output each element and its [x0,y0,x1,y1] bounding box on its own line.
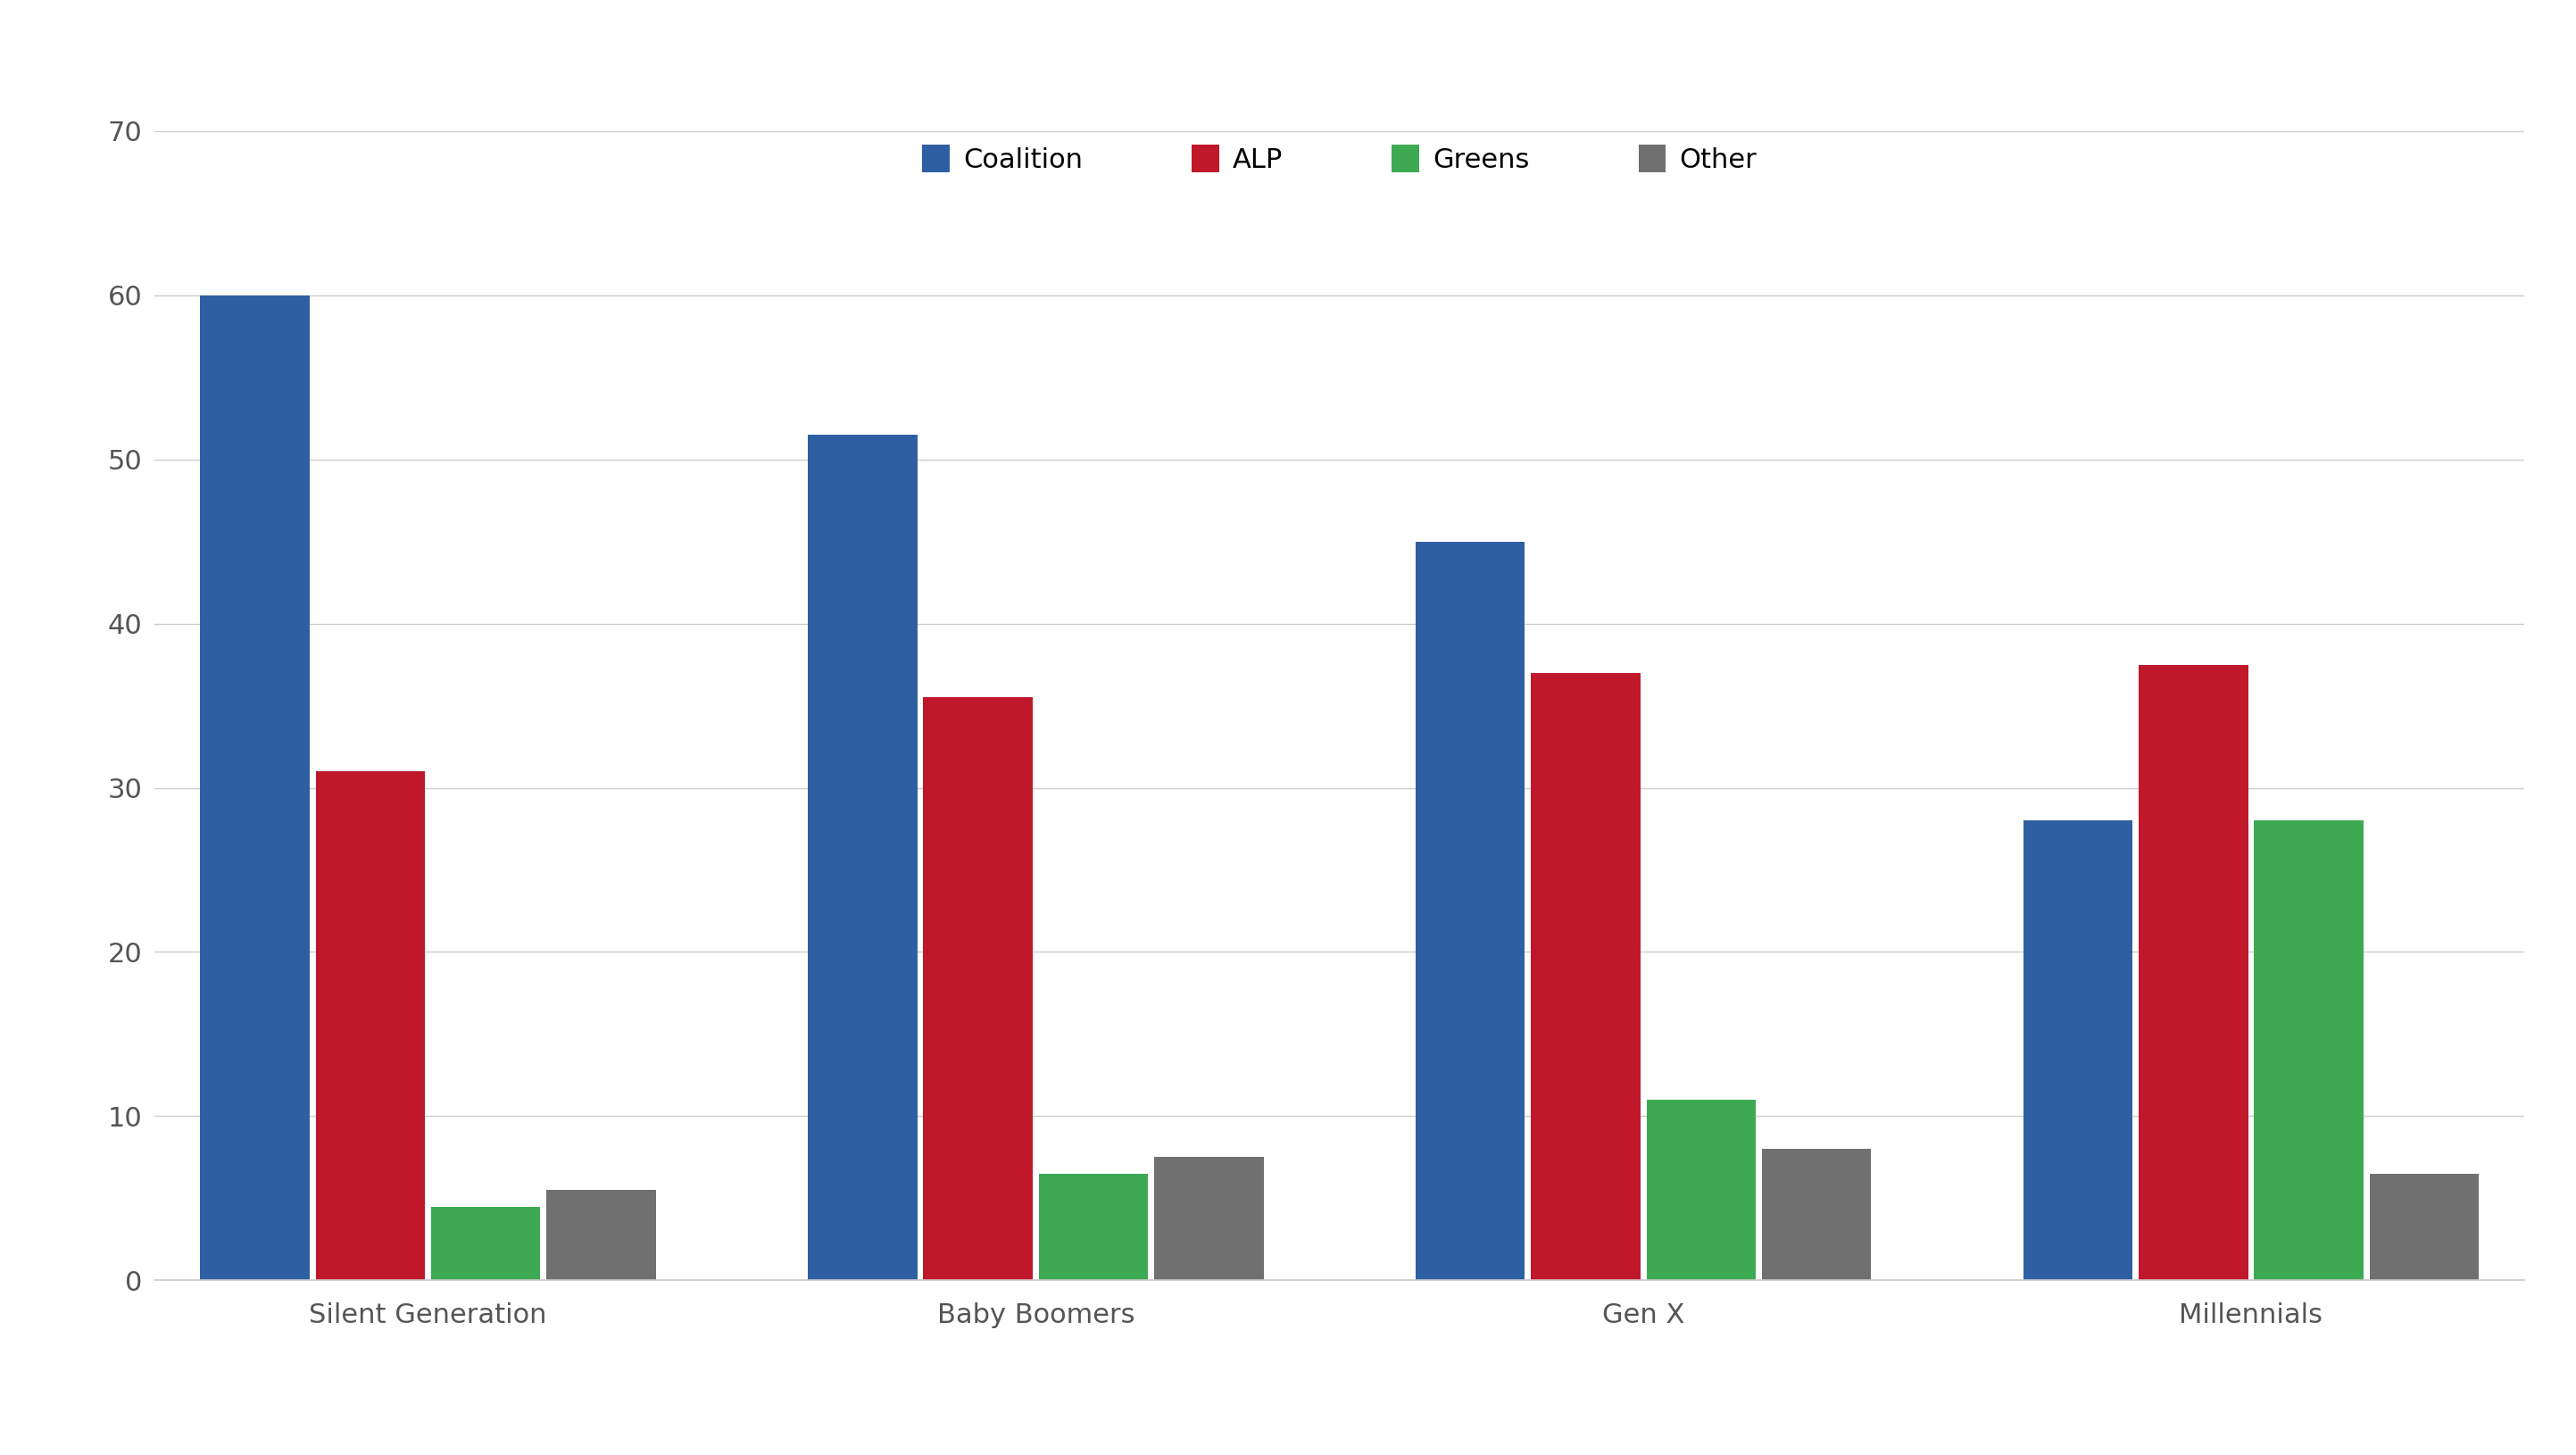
Bar [2138,665,2249,1280]
Bar [922,697,1033,1280]
Bar [1646,1100,1757,1280]
Bar [2254,821,2362,1280]
Bar [317,771,425,1280]
Bar [1038,1174,1149,1280]
Bar [1762,1149,1870,1280]
Bar [1530,672,1641,1280]
Legend: Coalition, ALP, Greens, Other: Coalition, ALP, Greens, Other [922,144,1757,173]
Bar [546,1190,657,1280]
Bar [430,1206,541,1280]
Bar [201,295,309,1280]
Bar [2370,1174,2478,1280]
Bar [1154,1157,1265,1280]
Bar [2022,821,2133,1280]
Bar [809,435,917,1280]
Bar [1414,541,1525,1280]
